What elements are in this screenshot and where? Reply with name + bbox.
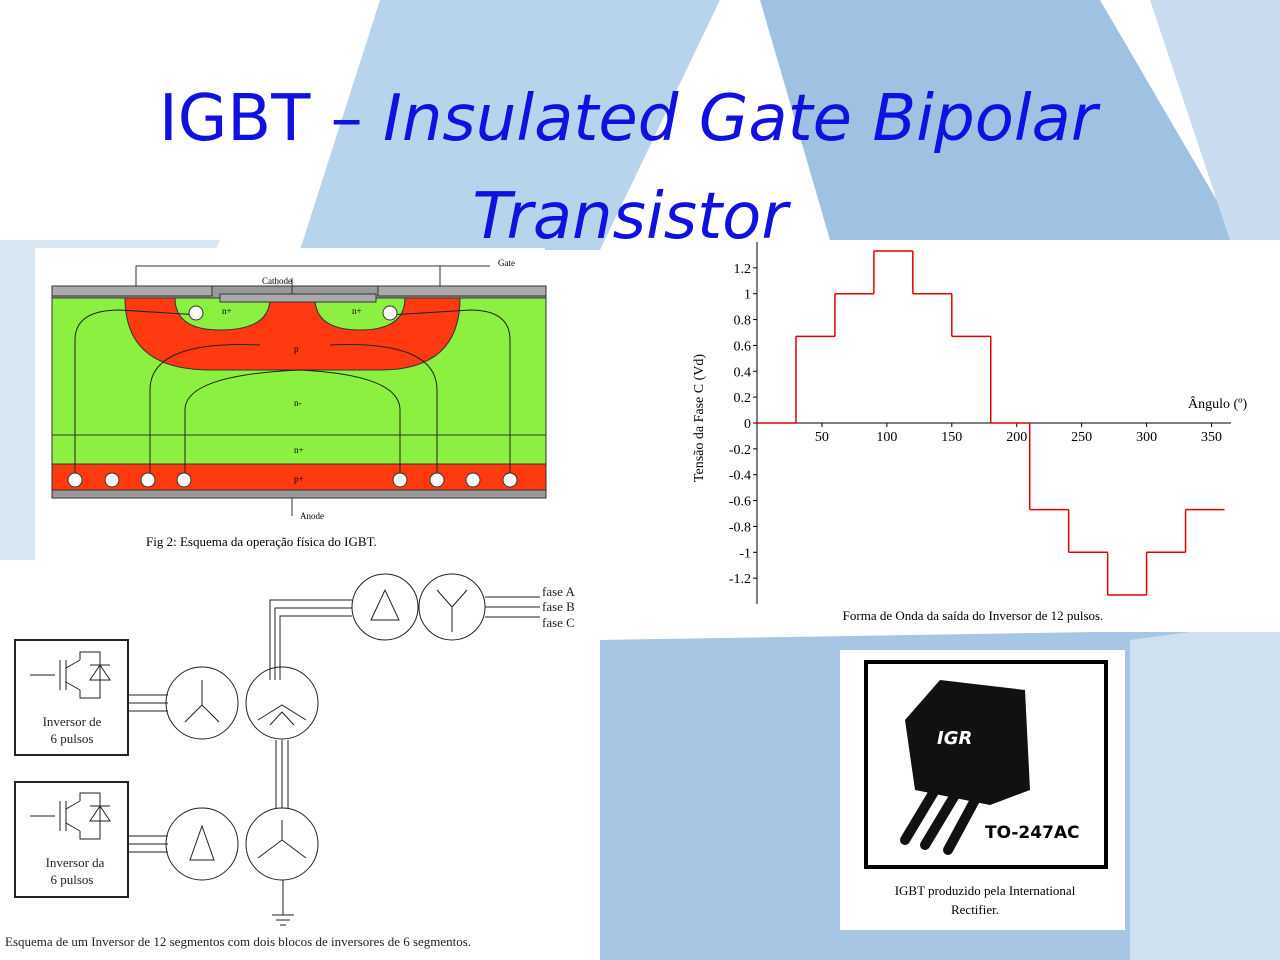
label: n+ [294, 445, 304, 455]
y-tick-label: 0.2 [734, 391, 752, 406]
oxide [51, 285, 213, 297]
caption: Fig 2: Esquema da operação física do IGB… [146, 534, 377, 549]
y-tick-label: 0.6 [734, 339, 752, 354]
wires [485, 596, 540, 618]
n-plus [314, 297, 406, 331]
label: Inversor da [46, 855, 105, 870]
y-tick-label: -0.2 [729, 443, 751, 458]
panel [840, 880, 1125, 930]
y-tick-label: -1.2 [729, 572, 751, 587]
label: Anode [300, 511, 324, 521]
y-tick-label: 0.8 [734, 314, 752, 329]
x-tick-label: 50 [815, 430, 829, 445]
current-path [389, 309, 511, 480]
label: n- [294, 398, 302, 408]
x-tick-label: 100 [876, 430, 897, 445]
n-plus [174, 297, 271, 331]
y-tick-label: 0.4 [734, 365, 752, 380]
label: Cathode [262, 276, 292, 286]
x-tick-label: 250 [1071, 430, 1092, 445]
delta [189, 824, 215, 861]
x-tick-label: 150 [941, 430, 962, 445]
y-tick-label: -0.8 [729, 520, 751, 535]
winding [165, 666, 239, 740]
x-axis-label: Ângulo (º) [1188, 395, 1248, 412]
package [905, 680, 1030, 805]
leads [900, 785, 980, 855]
label: fase B [542, 599, 575, 614]
caption: Rectifier. [951, 902, 999, 917]
x-tick-label: 300 [1136, 430, 1157, 445]
label: 6 pulsos [51, 872, 94, 887]
cross-section-figure: Gate Cathode Anode n+ n+ p n- n+ p+ Fig … [35, 248, 547, 560]
label: 6 pulsos [51, 731, 94, 746]
y-tick-label: -1 [739, 546, 751, 561]
label: fase C [542, 615, 575, 630]
current-path [329, 344, 438, 480]
bg-shape [1150, 0, 1280, 240]
title: IGBT – Insulated Gate Bipolar [159, 82, 1101, 156]
winding [245, 666, 319, 740]
package-label: TO-247AC [985, 823, 1080, 843]
y-tick-label: 1.2 [734, 262, 752, 277]
wye [436, 589, 468, 632]
winding [351, 573, 419, 641]
igbt-photo: IGR TO-247AC IGBT produzido pela Interna… [840, 650, 1125, 930]
wye [257, 820, 307, 859]
y-tick-label: 0 [744, 417, 751, 432]
y-tick-label: -0.6 [729, 495, 751, 510]
current-path [74, 309, 201, 480]
label: n+ [352, 306, 362, 316]
chart: Tensão da Fase C (Vd) Ângulo (º) Forma d… [690, 240, 1280, 632]
zigzag [257, 704, 307, 726]
inverter-figure: fase A fase B fase C Inversor de 6 pulso… [0, 570, 600, 960]
bg-shape [1130, 620, 1280, 960]
label: Gate [498, 258, 515, 268]
label: p+ [294, 474, 304, 484]
panel [0, 570, 600, 960]
current-path [184, 369, 401, 480]
y-tick-label: 1 [744, 288, 751, 303]
gate-wire [135, 265, 441, 286]
y-tick-label: -0.4 [729, 469, 751, 484]
label: p [294, 344, 299, 354]
cathode-metal [219, 293, 377, 303]
anode-metal [51, 489, 547, 499]
label: n+ [222, 306, 232, 316]
label: Inversor de [43, 714, 102, 729]
holes [67, 305, 518, 488]
inverter-block [14, 781, 129, 898]
x-tick-label: 350 [1201, 430, 1222, 445]
winding [165, 807, 239, 881]
caption: Esquema de um Inversor de 12 segmentos c… [5, 934, 471, 949]
frame [864, 660, 1108, 869]
wires [269, 599, 352, 926]
wires [128, 694, 168, 853]
y-axis-label: Tensão da Fase C (Vd) [692, 354, 707, 482]
label: fase A [542, 584, 575, 599]
bg-shape [300, 0, 720, 250]
bg-shape [760, 0, 1240, 240]
brand: IGR [937, 728, 972, 749]
igbt-symbol [30, 792, 111, 840]
p-plus-layer [51, 463, 547, 491]
oxide [377, 285, 547, 297]
delta [370, 588, 400, 621]
inverter-block [14, 639, 129, 756]
caption: IGBT produzido pela International [895, 883, 1076, 898]
igbt-symbol [30, 651, 111, 699]
wye [184, 680, 220, 723]
x-tick-label: 200 [1006, 430, 1027, 445]
current-path [149, 344, 261, 480]
panel [690, 240, 1280, 632]
caption: Forma de Onda da saída do Inversor de 12… [843, 608, 1104, 623]
p-well [124, 297, 461, 371]
